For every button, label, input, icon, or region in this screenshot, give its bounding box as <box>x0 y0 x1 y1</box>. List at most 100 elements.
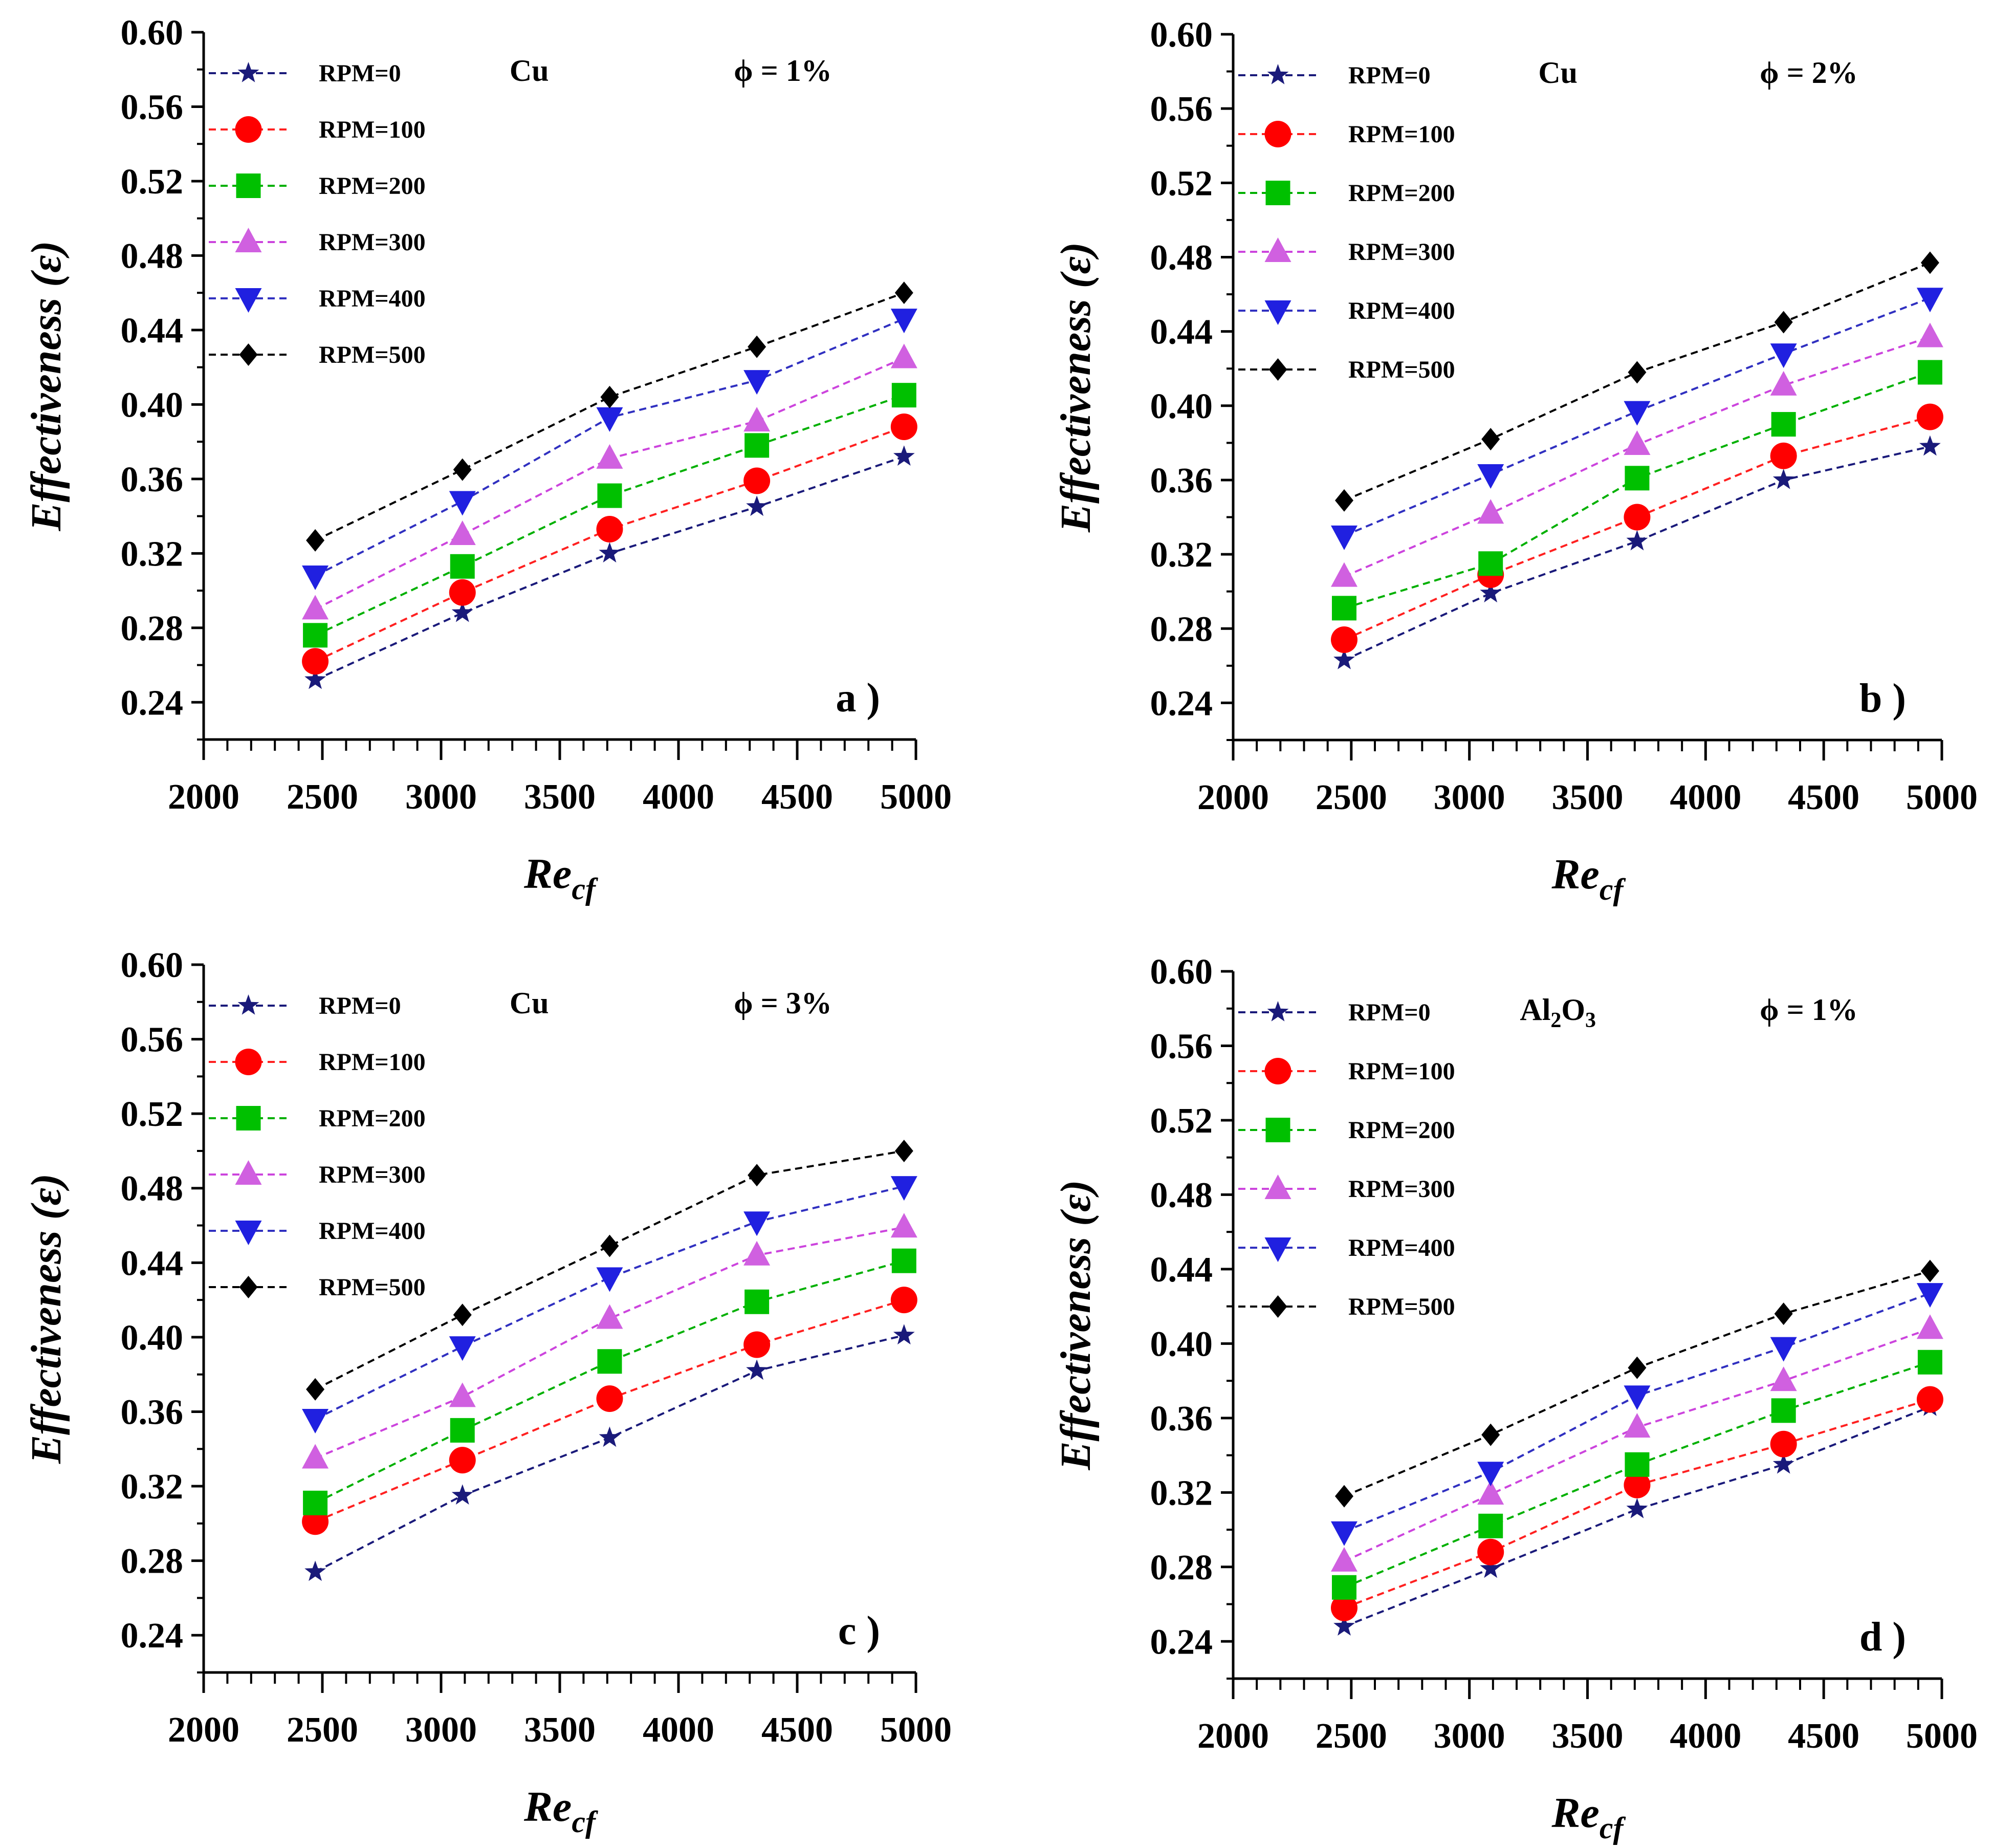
y-tick-label: 0.24 <box>121 1616 184 1656</box>
series-line <box>315 1149 905 1390</box>
legend-label: RPM=300 <box>319 1161 426 1188</box>
y-tick-label: 0.56 <box>121 1020 184 1060</box>
legend-label: RPM=0 <box>319 60 401 87</box>
x-axis-title-subscript: cf <box>572 1805 598 1839</box>
legend-label: RPM=200 <box>319 1105 426 1132</box>
data-point <box>1770 1337 1797 1362</box>
data-point <box>449 1336 476 1361</box>
chart-panel-b: 0.24 0.28 0.32 0.36 0.40 0.44 0.48 0.52 0.56 0.60… <box>1052 15 1978 906</box>
legend-label: RPM=500 <box>319 341 426 368</box>
data-point <box>893 445 915 466</box>
panel-tag: c ) <box>838 1608 880 1654</box>
series-line <box>1344 1406 1931 1628</box>
legend-marker <box>235 1221 262 1245</box>
material-label: Al2O3 <box>1520 993 1596 1032</box>
series-rpm-400 <box>1330 1283 1943 1546</box>
data-point <box>1770 442 1797 469</box>
data-point <box>743 467 771 494</box>
x-tick-label: 2000 <box>1197 778 1269 817</box>
series-rpm-300 <box>1330 1314 1943 1572</box>
legend-label: RPM=200 <box>1348 180 1455 207</box>
legend-label: RPM=400 <box>1348 1234 1455 1262</box>
material-label: Cu <box>510 986 549 1020</box>
series-rpm-300 <box>302 343 917 620</box>
y-axis-title: Effectiveness (ε) <box>23 1173 70 1464</box>
data-point <box>1772 1453 1794 1474</box>
data-point <box>1917 1350 1942 1375</box>
legend: RPM=0 RPM=100 RPM=200 RPM=300 RPM=400 RPM=500 <box>209 60 426 368</box>
panel-tag: b ) <box>1859 676 1906 721</box>
y-tick-label: 0.40 <box>1150 387 1213 426</box>
y-tick-label: 0.24 <box>1150 1622 1213 1662</box>
phi-label: ϕ = 1% <box>734 54 832 88</box>
data-point <box>304 1560 326 1581</box>
data-point <box>1333 649 1355 669</box>
y-tick-label: 0.44 <box>121 311 184 351</box>
y-axis-title: Effectiveness (ε) <box>1052 1180 1100 1470</box>
data-point <box>1480 1557 1502 1578</box>
y-tick-label: 0.32 <box>121 1467 184 1507</box>
data-point <box>302 1444 329 1469</box>
series-rpm-0 <box>304 445 915 689</box>
data-point <box>1478 1513 1503 1538</box>
y-tick-label: 0.32 <box>1150 1473 1213 1513</box>
series-rpm-500 <box>1334 1259 1939 1508</box>
legend-marker <box>1264 121 1291 147</box>
legend: RPM=0 RPM=100 RPM=200 RPM=300 RPM=400 RPM=500 <box>209 992 426 1301</box>
legend-label: RPM=300 <box>1348 238 1455 266</box>
data-point <box>303 623 328 648</box>
x-tick-label: 4000 <box>1670 1716 1741 1756</box>
legend: RPM=0 RPM=100 RPM=200 RPM=300 RPM=400 RPM=500 <box>1238 999 1455 1320</box>
data-point <box>1771 412 1796 437</box>
data-point <box>1330 1521 1357 1546</box>
x-axis-title-main: Re <box>1551 851 1600 898</box>
x-tick-label: 5000 <box>880 1710 952 1750</box>
legend: RPM=0 RPM=100 RPM=200 RPM=300 RPM=400 RPM=500 <box>1238 62 1455 383</box>
data-point <box>1331 596 1356 621</box>
data-point <box>1625 466 1650 491</box>
x-tick-label: 3000 <box>1434 778 1505 817</box>
data-point <box>599 542 621 563</box>
data-point <box>1481 428 1500 451</box>
y-tick-label: 0.40 <box>1150 1324 1213 1364</box>
y-tick-label: 0.32 <box>1150 535 1213 575</box>
legend-marker <box>239 343 258 366</box>
data-point <box>1477 499 1504 524</box>
legend-marker <box>1267 1001 1289 1021</box>
y-axis-title: Effectiveness (ε) <box>23 241 70 531</box>
y-tick-label: 0.28 <box>121 1542 184 1581</box>
data-point <box>1624 401 1651 426</box>
x-tick-label: 2500 <box>1316 778 1387 817</box>
y-tick-label: 0.40 <box>121 385 184 425</box>
y-tick-label: 0.48 <box>121 236 184 276</box>
x-tick-label: 3000 <box>405 777 477 817</box>
data-point <box>748 1164 766 1187</box>
material-label: Cu <box>510 54 549 88</box>
data-point <box>599 1426 621 1447</box>
series-rpm-200 <box>303 1248 916 1515</box>
series-rpm-500 <box>306 281 913 552</box>
y-tick-label: 0.52 <box>1150 1101 1213 1141</box>
data-point <box>1330 1594 1357 1621</box>
data-point <box>306 1378 325 1401</box>
series-line <box>315 1259 905 1504</box>
data-point <box>449 520 476 545</box>
x-tick-label: 2500 <box>1316 1716 1387 1756</box>
data-point <box>1916 1283 1943 1308</box>
data-point <box>1624 1471 1651 1498</box>
data-point <box>894 1139 913 1162</box>
legend-label: RPM=300 <box>1348 1176 1455 1203</box>
data-point <box>1626 530 1648 551</box>
data-point <box>1770 371 1797 396</box>
x-tick-label: 3500 <box>524 777 596 817</box>
series-rpm-500 <box>1334 251 1939 512</box>
y-tick-label: 0.52 <box>121 1095 184 1134</box>
data-point <box>597 1349 622 1374</box>
data-point <box>449 579 476 606</box>
x-axis-title-subscript: cf <box>1600 873 1626 906</box>
data-point <box>1916 1314 1943 1339</box>
legend-label: RPM=400 <box>319 285 426 312</box>
data-point <box>596 1304 623 1329</box>
data-point <box>1624 1385 1651 1410</box>
material-label: Cu <box>1538 56 1578 90</box>
